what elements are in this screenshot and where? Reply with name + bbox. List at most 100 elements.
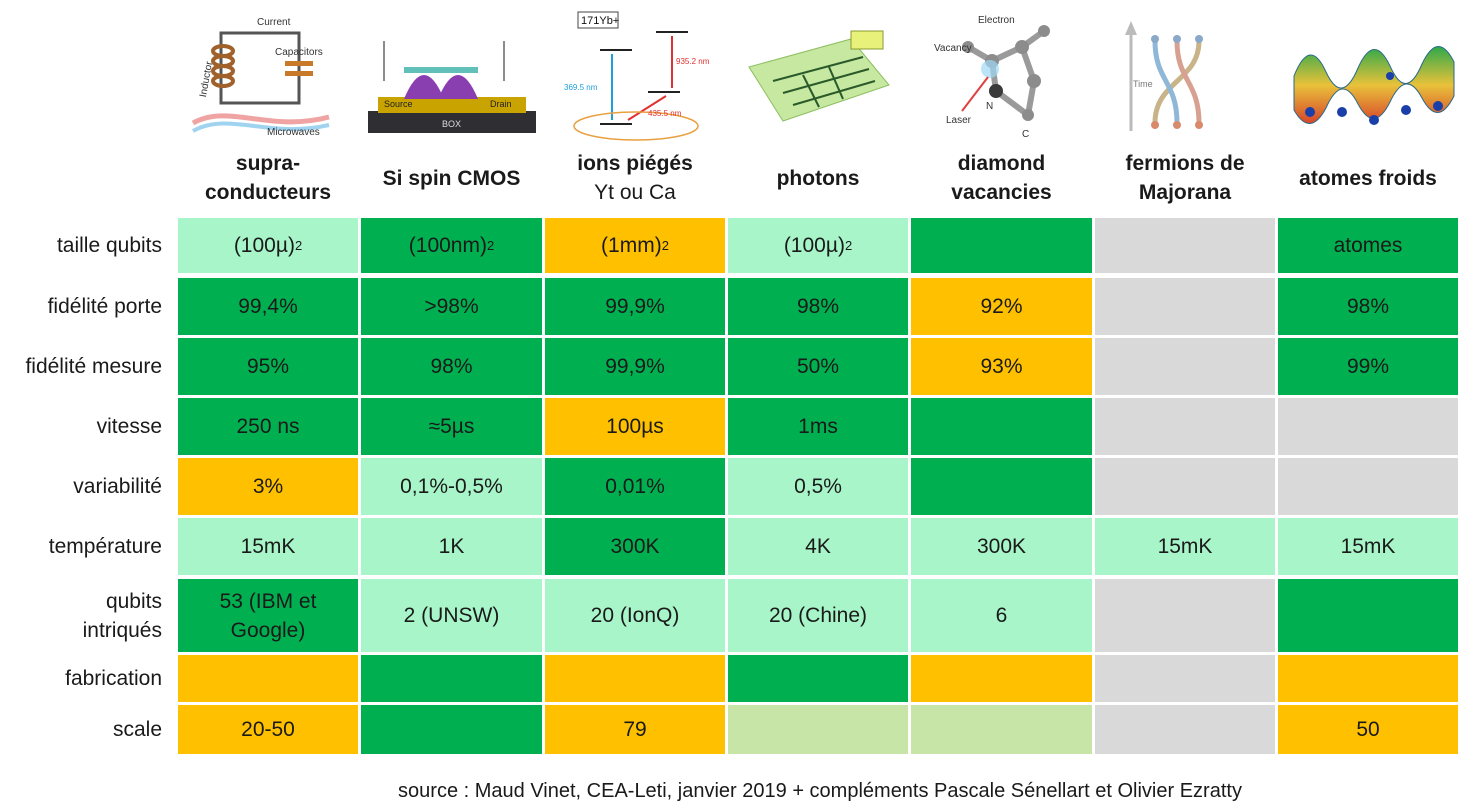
table-cell: [1278, 655, 1458, 702]
table-cell: [911, 218, 1092, 273]
table-cell: 20 (IonQ): [545, 579, 725, 652]
table-cell: 99,9%: [545, 278, 725, 335]
row-label: scale: [112, 718, 162, 741]
cell-value: 15mK: [1340, 535, 1396, 558]
table-cell: 98%: [1278, 278, 1458, 335]
table-cell: 4K: [728, 518, 908, 575]
cell-value: (100µ): [783, 234, 845, 257]
img-label-time: Time: [1133, 79, 1153, 89]
col-header-majorana: fermions de Majorana: [1095, 146, 1275, 210]
cell-value: 95%: [246, 355, 290, 378]
table-cell: 93%: [911, 338, 1092, 395]
row-label: vitesse: [96, 415, 162, 438]
table-cell: 99,9%: [545, 338, 725, 395]
table-cell: 50: [1278, 705, 1458, 754]
cell-value: (100nm): [408, 234, 487, 257]
table-cell: [1095, 338, 1275, 395]
cell-value: 53 (IBM et Google): [219, 589, 317, 642]
majorana-braids-image: Time: [1120, 6, 1232, 146]
table-cell: 6: [911, 579, 1092, 652]
table-cell: 0,5%: [728, 458, 908, 515]
cell-value: 50%: [796, 355, 840, 378]
img-label-drain: Drain: [490, 99, 512, 109]
cell-value: 98%: [430, 355, 473, 378]
table-cell: 250 ns: [178, 398, 358, 455]
table-cell: 53 (IBM et Google): [178, 579, 358, 652]
table-cell: [1095, 458, 1275, 515]
cell-value: 4K: [805, 535, 831, 558]
table-cell: [911, 458, 1092, 515]
col-header-diamond: diamond vacancies: [911, 146, 1092, 210]
col-header-photons: photons: [728, 146, 908, 210]
cell-value: ≈5µs: [428, 415, 475, 438]
cell-value: >98%: [424, 295, 479, 318]
img-label-369nm: 369.5 nm: [564, 83, 598, 92]
cell-value: 1ms: [798, 415, 838, 438]
img-label-box: BOX: [442, 119, 461, 129]
table-cell: 1ms: [728, 398, 908, 455]
table-cell: 99,4%: [178, 278, 358, 335]
table-cell: 3%: [178, 458, 358, 515]
table-cell: [178, 655, 358, 702]
cell-value: 93%: [980, 355, 1023, 378]
table-cell: [728, 655, 908, 702]
table-cell: 0,01%: [545, 458, 725, 515]
img-label-435nm: 435.5 nm: [648, 109, 682, 118]
img-label-source: Source: [384, 99, 413, 109]
cell-value: 15mK: [1157, 535, 1213, 558]
si-spin-device-image: Source Drain BOX: [362, 6, 542, 146]
table-cell: 300K: [911, 518, 1092, 575]
table-cell: 15mK: [178, 518, 358, 575]
diamond-lattice-image: Electron Vacancy N Laser C: [928, 6, 1076, 146]
cell-value: 20-50: [241, 718, 295, 741]
cell-value: 50: [1356, 718, 1380, 741]
row-label: température: [48, 535, 162, 558]
img-label-935nm: 935.2 nm: [676, 57, 710, 66]
table-cell: 100µs: [545, 398, 725, 455]
col-header-si: Si spin CMOS: [361, 146, 542, 210]
cell-value: 98%: [796, 295, 840, 318]
col-title: photons: [776, 166, 860, 190]
superconductor-circuit-image: Current Inductor Capacitors Microwaves: [186, 6, 342, 146]
cell-value: 6: [995, 604, 1008, 627]
row-label: fidélité mesure: [25, 355, 162, 378]
table-cell: 300K: [545, 518, 725, 575]
table-cell: [728, 705, 908, 754]
col-header-cold-atoms: atomes froids: [1278, 146, 1458, 210]
table-cell: (100µ) 2: [178, 218, 358, 273]
row-label: taille qubits: [56, 234, 162, 257]
table-cell: [1095, 218, 1275, 273]
table-cell: >98%: [361, 278, 542, 335]
cell-value: 99,9%: [605, 295, 665, 318]
cell-value: 20 (Chine): [768, 604, 868, 627]
table-cell: 98%: [361, 338, 542, 395]
table-cell: [911, 398, 1092, 455]
cell-value: 300K: [610, 535, 660, 558]
table-cell: 2 (UNSW): [361, 579, 542, 652]
cell-value: 1K: [438, 535, 465, 558]
img-label-n: N: [986, 101, 993, 112]
img-label-ytterbium: 171Yb+: [581, 15, 619, 27]
cell-value: 79: [623, 718, 647, 741]
cell-value: 300K: [976, 535, 1027, 558]
table-cell: 50%: [728, 338, 908, 395]
table-cell: 0,1%-0,5%: [361, 458, 542, 515]
col-title: fermions de Majorana: [1125, 152, 1245, 204]
col-subtitle: Yt ou Ca: [594, 181, 676, 204]
optical-lattice-image: [1290, 6, 1458, 146]
cell-exponent: 2: [486, 238, 495, 253]
img-label-electron: Electron: [978, 15, 1015, 26]
cell-value: 99%: [1346, 355, 1390, 378]
table-cell: 15mK: [1278, 518, 1458, 575]
cell-value: 98%: [1346, 295, 1390, 318]
col-title: atomes froids: [1299, 166, 1437, 190]
cell-value: (100µ): [233, 234, 295, 257]
table-cell: 98%: [728, 278, 908, 335]
cell-value: 100µs: [606, 415, 664, 438]
source-note: source : Maud Vinet, CEA-Leti, janvier 2…: [398, 780, 1242, 802]
table-cell: 20 (Chine): [728, 579, 908, 652]
col-title: diamond vacancies: [951, 152, 1052, 204]
table-cell: 99%: [1278, 338, 1458, 395]
cell-value: 99,4%: [238, 295, 298, 318]
col-title: Si spin CMOS: [382, 166, 521, 190]
